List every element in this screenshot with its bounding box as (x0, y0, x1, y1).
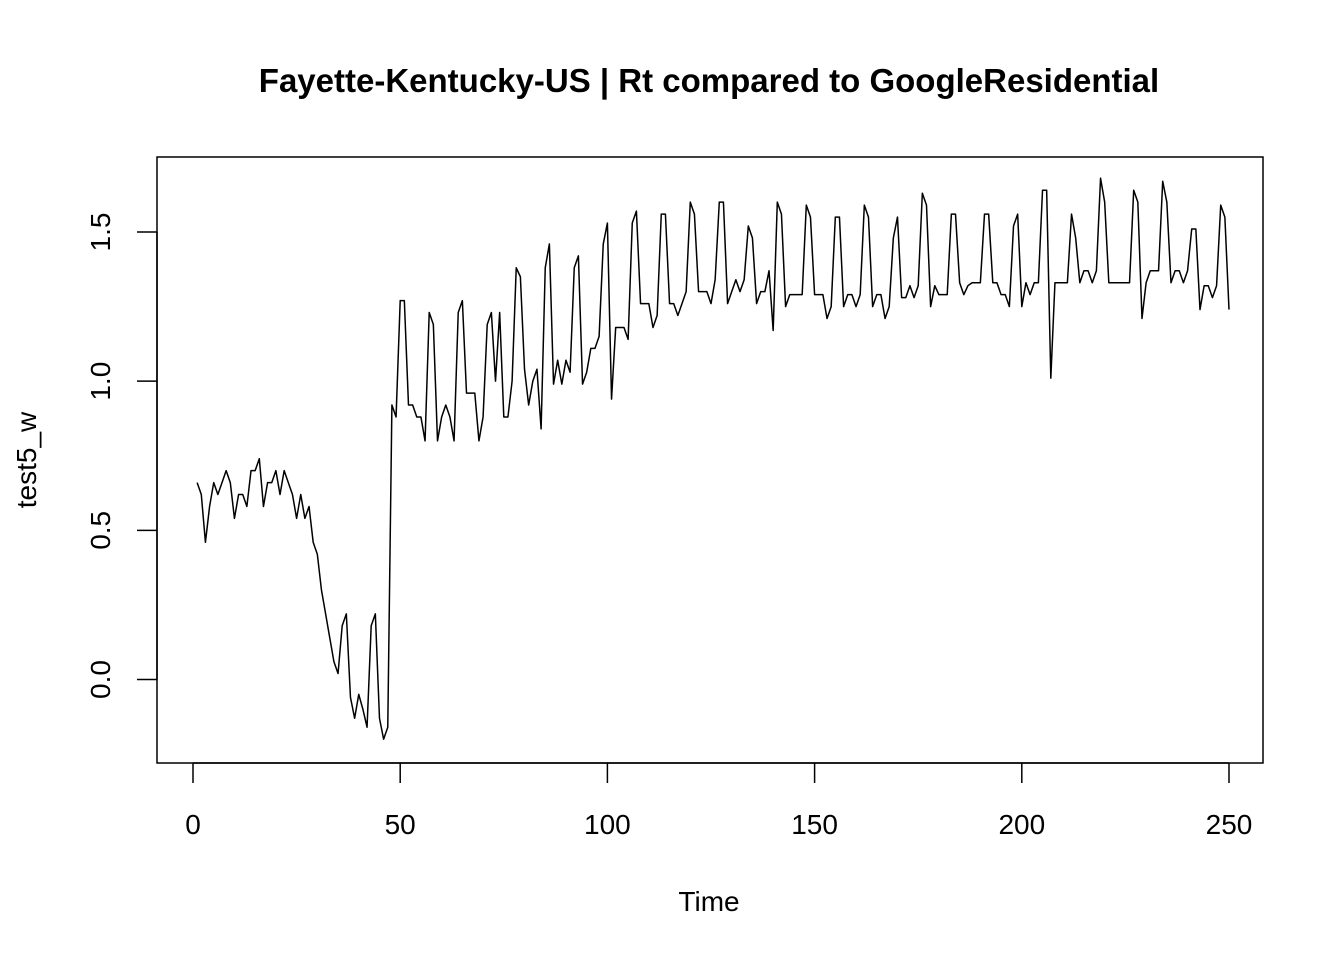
y-axis: 0.0 0.5 1.0 1.5 (85, 213, 158, 699)
chart-title: Fayette-Kentucky-US | Rt compared to Goo… (259, 62, 1159, 99)
y-tick-label: 1.5 (85, 213, 116, 252)
x-tick-label: 50 (385, 809, 416, 840)
x-tick-label: 100 (584, 809, 631, 840)
y-tick-label: 0.0 (85, 660, 116, 699)
x-tick-label: 150 (791, 809, 838, 840)
y-axis-label: test5_w (11, 411, 42, 508)
x-tick-label: 200 (998, 809, 1045, 840)
x-axis-label: Time (678, 886, 739, 917)
y-tick-label: 0.5 (85, 511, 116, 550)
series-line (196, 177, 1230, 740)
x-axis: 0 50 100 150 200 250 (185, 762, 1253, 840)
x-tick-label: 250 (1206, 809, 1253, 840)
x-tick-label: 0 (185, 809, 201, 840)
y-tick-label: 1.0 (85, 362, 116, 401)
